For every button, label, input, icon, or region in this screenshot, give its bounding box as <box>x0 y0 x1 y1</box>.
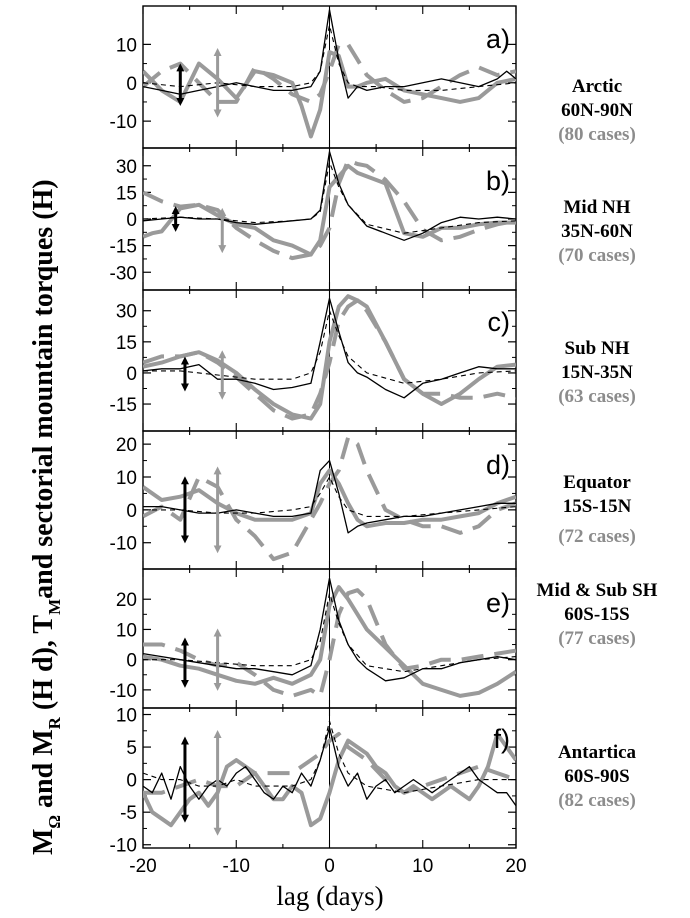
region-latitudes: 15S-15N <box>563 496 632 517</box>
series-line-gray-dashed <box>143 42 516 104</box>
x-tick-label: -20 <box>129 856 156 877</box>
series-line-gray-solid <box>143 732 516 828</box>
region-name: Mid & Sub SH <box>537 580 658 601</box>
series-line-gray-solid <box>143 294 516 421</box>
y-tick-label: 10 <box>116 35 137 56</box>
series-group <box>143 294 516 421</box>
region-cases: (70 cases) <box>558 245 636 266</box>
series-line-black-dashed <box>143 24 516 91</box>
y-axis-label: MΩ and MR (H d), TMand sectorial mountai… <box>28 179 64 855</box>
y-tick-label: -5 <box>120 803 137 824</box>
y-label-subscript: M <box>45 599 64 615</box>
y-tick-label: 0 <box>126 651 137 672</box>
region-name: Equator <box>563 472 631 493</box>
y-tick-label: -10 <box>110 681 137 702</box>
y-tick-label: 15 <box>116 183 137 204</box>
series-line-black-thin <box>143 150 516 241</box>
y-tick-label: -10 <box>110 836 137 857</box>
series-line-black-thin <box>143 726 516 807</box>
y-tick-label: -30 <box>110 263 137 284</box>
region-cases: (77 cases) <box>558 628 636 649</box>
y-tick-label: -10 <box>110 112 137 133</box>
y-tick-label: -15 <box>110 395 137 416</box>
y-tick-label: 0 <box>126 74 137 95</box>
series-line-gray-dashed <box>143 158 516 261</box>
panel-a: -10 0 10 a) Arctic 60N-90N (80 cases) <box>110 5 636 149</box>
region-latitudes: 60S-90S <box>564 766 629 787</box>
x-tick-label: 10 <box>412 856 433 877</box>
region-name: Antartica <box>558 742 637 763</box>
y-tick-label: 5 <box>126 738 137 759</box>
y-tick-label: -10 <box>110 534 137 555</box>
region-latitudes: 60S-15S <box>564 604 629 625</box>
x-tick-label: 0 <box>324 856 335 877</box>
y-tick-label: 30 <box>116 302 137 323</box>
region-latitudes: 35N-60N <box>561 221 633 242</box>
panel-c: -15 0 15 30 c) Sub NH 15N-35N (63 cases) <box>110 289 636 432</box>
panel-letter: d) <box>486 450 510 480</box>
region-name: Sub NH <box>565 338 630 359</box>
x-axis-label: lag (days) <box>276 881 383 911</box>
panel-letter: b) <box>486 166 510 196</box>
x-tick-label: 20 <box>505 856 526 877</box>
y-tick-label: 10 <box>116 706 137 727</box>
y-tick-label: 0 <box>126 771 137 792</box>
panel-b: -30 -15 0 15 30 b) Mid NH 35N-60N (70 cases) <box>110 147 636 291</box>
y-tick-label: -15 <box>110 237 137 258</box>
y-tick-label: 10 <box>116 468 137 489</box>
region-latitudes: 15N-35N <box>561 362 633 383</box>
y-label-segment: M <box>28 829 59 855</box>
panel-e: -10 0 10 20 e) Mid & Sub SH 60S-15S (77 cases) <box>110 568 658 709</box>
region-cases: (63 cases) <box>558 386 636 407</box>
region-cases: (72 cases) <box>558 526 636 547</box>
panels-group: -10 0 10 a) Arctic 60N-90N (80 cases) -30 -15 0 15… <box>110 5 658 877</box>
y-tick-label: 0 <box>126 501 137 522</box>
region-name: Mid NH <box>563 197 630 218</box>
panel-letter: f) <box>494 724 511 754</box>
region-latitudes: 60N-90N <box>561 100 633 121</box>
y-tick-label: 20 <box>116 590 137 611</box>
y-label-segment: (H d), T <box>28 615 59 717</box>
series-group <box>143 150 516 261</box>
y-tick-label: 30 <box>116 157 137 178</box>
x-tick-label: -10 <box>223 856 250 877</box>
y-tick-label: 0 <box>126 364 137 385</box>
panel-letter: c) <box>488 307 511 337</box>
panel-letter: e) <box>486 588 510 618</box>
panel-letter: a) <box>486 24 510 54</box>
series-line-black-dashed <box>143 310 516 384</box>
y-tick-label: 0 <box>126 210 137 231</box>
y-label-subscript: R <box>45 716 64 729</box>
y-tick-label: 10 <box>116 620 137 641</box>
y-label-segment: and sectorial mountain torques (H) <box>28 179 59 599</box>
y-label-subscript: Ω <box>45 815 64 829</box>
series-line-black-dashed <box>143 592 516 673</box>
region-name: Arctic <box>572 76 622 97</box>
panel-d: -10 0 10 20 d) Equator 15S-15N (72 cases) <box>110 430 636 570</box>
region-cases: (80 cases) <box>558 124 636 145</box>
y-label-segment: and M <box>28 729 59 815</box>
series-line-black-dashed <box>143 720 516 794</box>
y-tick-label: 20 <box>116 435 137 456</box>
y-tick-label: 15 <box>116 333 137 354</box>
region-cases: (82 cases) <box>558 790 636 811</box>
